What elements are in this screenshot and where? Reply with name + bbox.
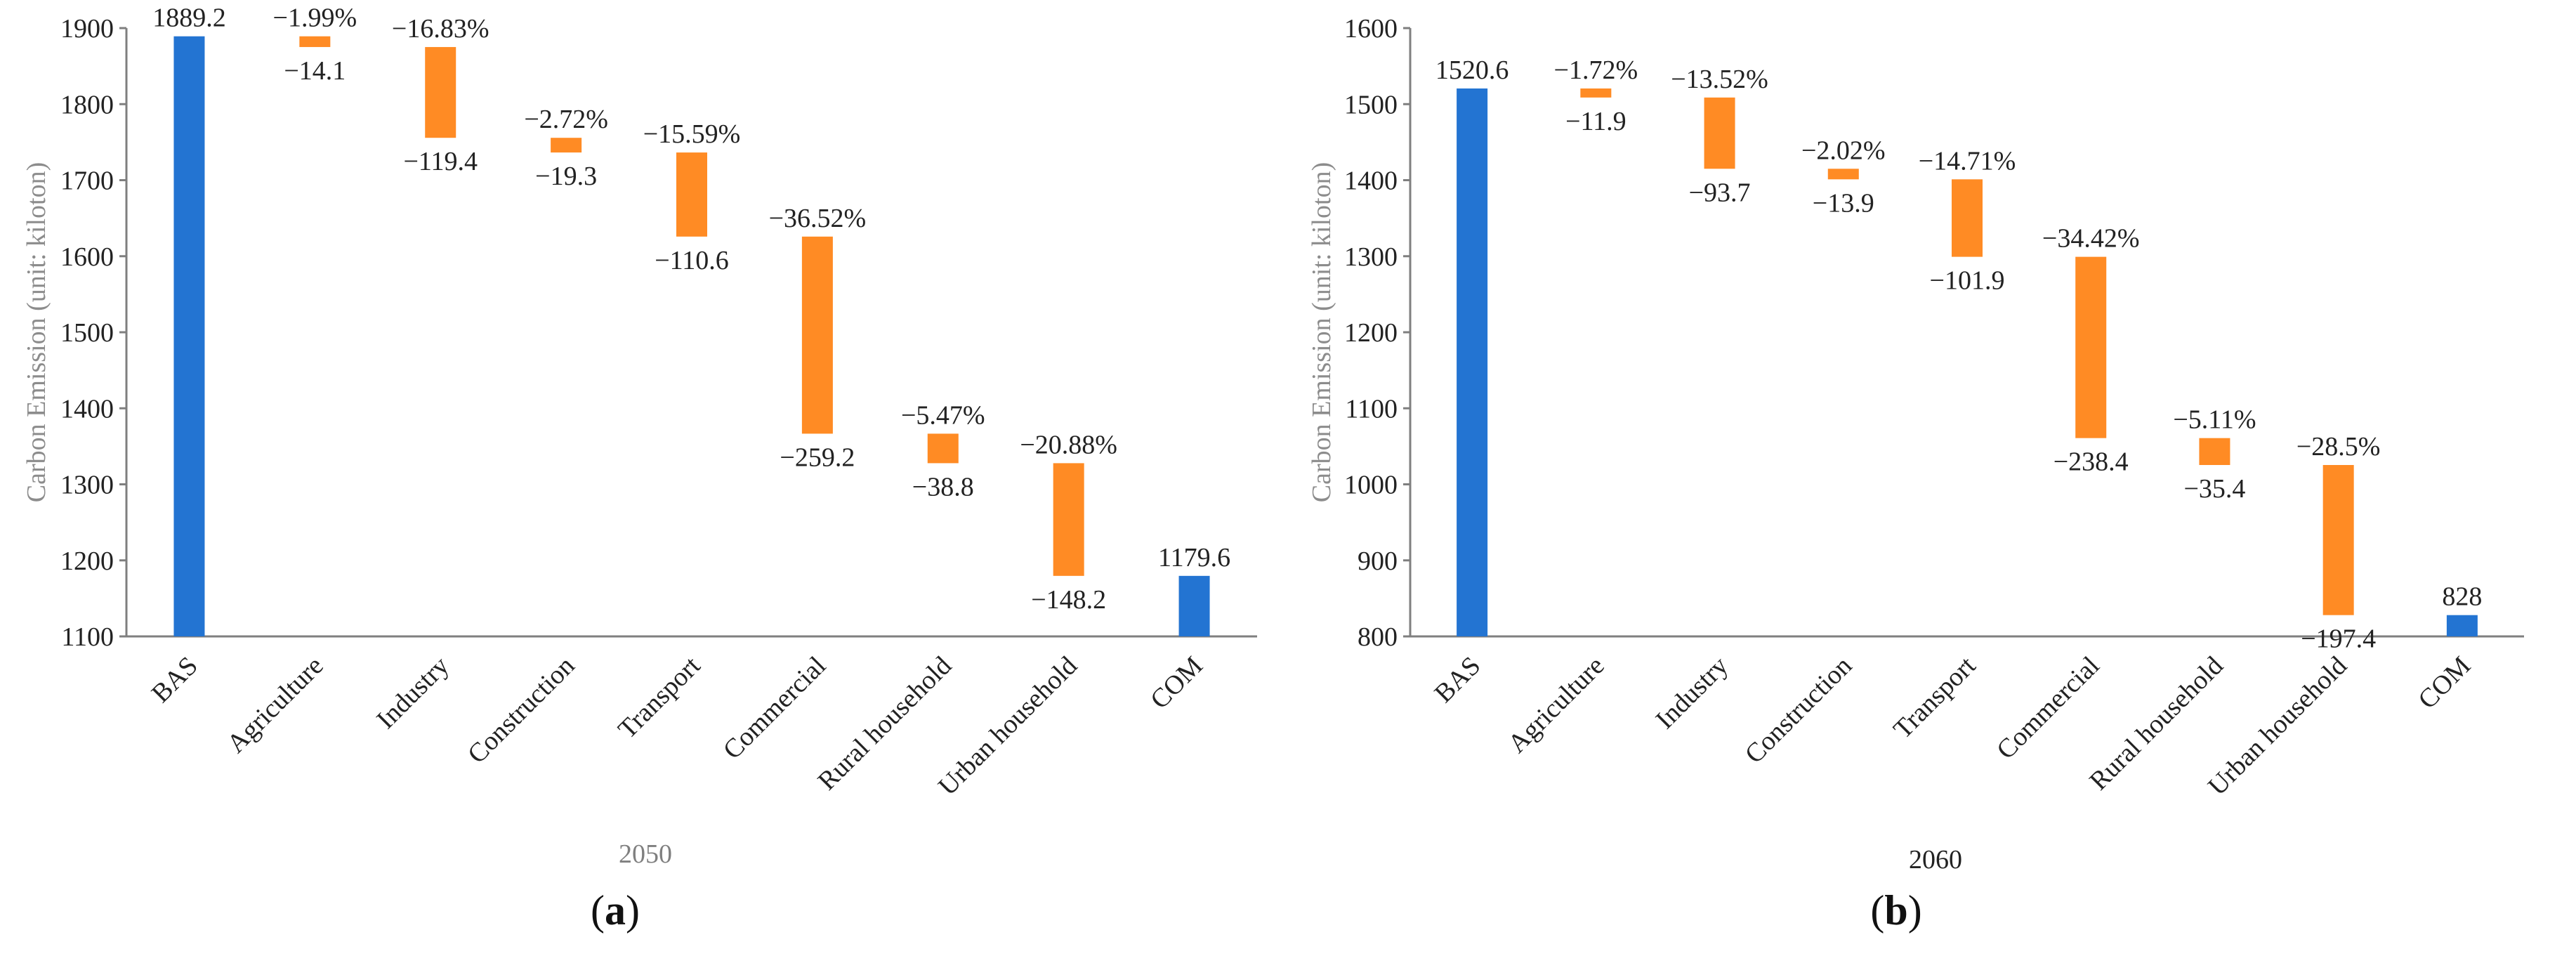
- y-tick-label: 1100: [1345, 394, 1398, 424]
- percent-label: −5.47%: [901, 400, 985, 430]
- percent-label: −15.59%: [643, 119, 741, 149]
- waterfall-chart-2050: 1100 1200 1300 1400 1500 1600 1700 1800 1900 Carb…: [22, 4, 1257, 869]
- bar-construction: [1827, 169, 1859, 180]
- x-tick-label: BAS: [1429, 651, 1487, 709]
- x-tick-label: Commercial: [718, 651, 832, 766]
- bar-bas: [1457, 88, 1488, 636]
- value-label: −14.1: [284, 56, 346, 86]
- y-tick-label: 800: [1358, 622, 1398, 652]
- bar-industry: [1704, 97, 1735, 169]
- x-tick-label: Agriculture: [1502, 651, 1610, 759]
- x-tick-label: COM: [2412, 651, 2476, 715]
- y-tick-label: 1100: [61, 622, 114, 652]
- value-label: −35.4: [2183, 474, 2245, 504]
- value-label: −110.6: [655, 246, 729, 275]
- bar-industry: [425, 46, 456, 138]
- percent-label: −13.52%: [1671, 65, 1768, 94]
- bar-urban-household: [1053, 463, 1084, 576]
- value-label: −11.9: [1565, 107, 1627, 136]
- y-axis-title: Carbon Emission (unit: kiloton): [1307, 162, 1336, 502]
- bar-transport: [676, 152, 707, 237]
- value-label: −101.9: [1930, 266, 2005, 296]
- x-tick-label: Rural household: [2084, 651, 2229, 797]
- bar-rural-household: [927, 433, 959, 464]
- x-tick-label: Industry: [1650, 651, 1734, 735]
- value-label: −93.7: [1689, 178, 1751, 207]
- percent-label: −1.72%: [1554, 55, 1638, 85]
- chart-panel-b: 800 900 1000 1100 1200 1300 1400 1500 1600 Carbon…: [1288, 0, 2576, 956]
- value-label: −259.2: [780, 443, 855, 472]
- x-tick-label: Rural household: [813, 651, 958, 797]
- x-tick-label: Transport: [1888, 650, 1982, 745]
- y-tick-label: 1700: [60, 166, 114, 196]
- y-tick-label: 1400: [60, 394, 114, 424]
- value-label: 828: [2442, 582, 2482, 612]
- bar-commercial: [801, 236, 833, 434]
- percent-label: −28.5%: [2296, 432, 2381, 461]
- y-tick-label: 1900: [60, 14, 114, 44]
- x-tick-label: Industry: [371, 651, 454, 735]
- y-tick-label: 1400: [1344, 166, 1398, 196]
- value-label: −238.4: [2053, 447, 2129, 477]
- panel-label-a: (a): [591, 887, 640, 934]
- bar-rural-household: [2199, 438, 2230, 466]
- y-axis-title: Carbon Emission (unit: kiloton): [22, 162, 51, 502]
- percent-label: −1.99%: [273, 4, 357, 33]
- x-axis-title: 2050: [619, 839, 672, 869]
- x-tick-label: Transport: [612, 650, 707, 745]
- bar-urban-household: [2322, 465, 2354, 615]
- x-axis-title: 2060: [1909, 845, 1962, 875]
- percent-label: −34.42%: [2042, 224, 2140, 254]
- value-label: −38.8: [912, 472, 974, 502]
- bar-bas: [173, 36, 205, 637]
- x-tick-label: Construction: [462, 651, 581, 770]
- bar-commercial: [2075, 256, 2107, 438]
- panel-label-b: (b): [1870, 887, 1922, 934]
- value-label: 1889.2: [152, 4, 226, 33]
- value-label: 1520.6: [1435, 55, 1509, 85]
- y-tick-label: 1600: [1344, 14, 1398, 44]
- y-tick-label: 1300: [60, 471, 114, 500]
- bar-agriculture: [1580, 88, 1612, 98]
- chart-panel-a: 1100 1200 1300 1400 1500 1600 1700 1800 1900 Carb…: [22, 4, 1257, 934]
- y-tick-label: 1500: [1344, 90, 1398, 119]
- x-tick-label: BAS: [146, 651, 204, 709]
- value-label: −148.2: [1031, 585, 1106, 615]
- percent-label: −36.52%: [769, 204, 867, 233]
- value-label: −19.3: [535, 162, 597, 191]
- x-tick-label: Agriculture: [221, 651, 329, 759]
- y-tick-label: 1000: [1344, 471, 1398, 500]
- bar-com: [2446, 615, 2478, 636]
- x-tick-label: Construction: [1740, 651, 1858, 770]
- bar-construction: [551, 138, 582, 153]
- percent-label: −20.88%: [1020, 430, 1117, 459]
- percent-label: −5.11%: [2173, 405, 2256, 435]
- waterfall-chart-2060: 800 900 1000 1100 1200 1300 1400 1500 1600 Carbon…: [1307, 14, 2524, 875]
- y-tick-label: 900: [1358, 546, 1398, 576]
- bar-transport: [1952, 179, 1983, 257]
- y-tick-label: 1200: [60, 546, 114, 576]
- y-tick-label: 1500: [60, 318, 114, 348]
- y-tick-label: 1600: [60, 242, 114, 272]
- percent-label: −2.72%: [524, 105, 608, 134]
- value-label: 1179.6: [1158, 543, 1230, 572]
- x-tick-label: COM: [1145, 651, 1209, 715]
- bar-com: [1178, 575, 1210, 636]
- percent-label: −2.02%: [1801, 136, 1886, 165]
- percent-label: −14.71%: [1919, 146, 2016, 176]
- value-label: −13.9: [1813, 188, 1874, 218]
- bar-agriculture: [299, 36, 331, 47]
- percent-label: −16.83%: [392, 14, 489, 44]
- y-tick-label: 1300: [1344, 242, 1398, 272]
- y-tick-label: 1800: [60, 90, 114, 119]
- x-tick-label: Commercial: [1991, 651, 2105, 766]
- value-label: −119.4: [403, 147, 478, 176]
- value-label: −197.4: [2301, 624, 2376, 654]
- y-tick-label: 1200: [1344, 318, 1398, 348]
